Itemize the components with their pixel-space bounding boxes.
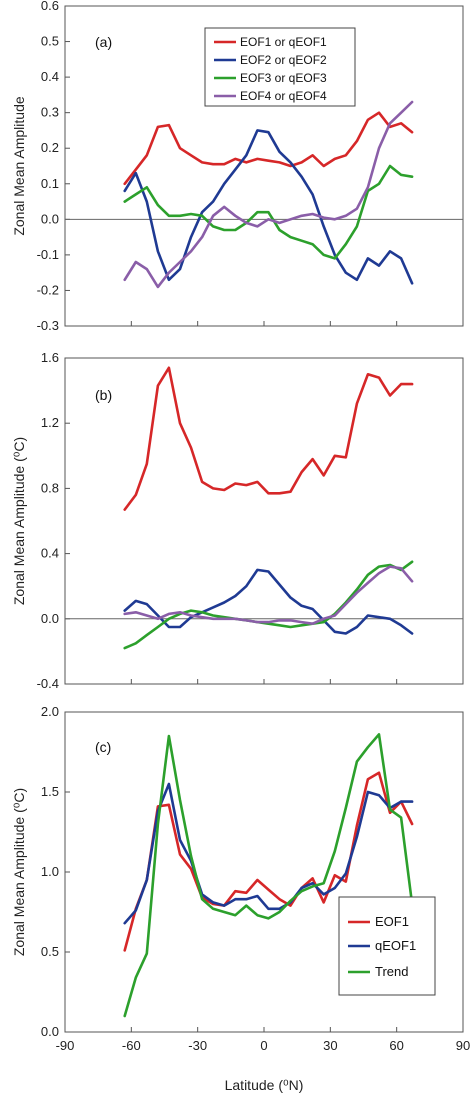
series-line (123, 366, 414, 511)
panel-label: (a) (95, 34, 112, 50)
panel-label: (c) (95, 739, 111, 755)
series-line (123, 164, 414, 260)
y-axis-label: Zonal Mean Amplitude (11, 96, 27, 236)
y-tick-label: 0.4 (41, 69, 59, 84)
y-tick-label: 0.1 (41, 176, 59, 191)
x-axis-label: Latitude (⁰N) (225, 1077, 304, 1093)
y-tick-label: -0.3 (37, 318, 59, 333)
series-group (65, 366, 463, 650)
legend-entry: qEOF1 (375, 938, 416, 953)
series-group (123, 733, 414, 1018)
plot-frame (64, 357, 464, 685)
legend-entry: EOF4 or qEOF4 (240, 89, 327, 103)
y-ticks: 0.0 0.5 1.0 1.5 2.0 (41, 704, 70, 1039)
series-line (123, 568, 414, 635)
y-ticks: -0.3 -0.2 -0.1 0.0 0.1 0.2 0.3 0.4 0.5 0.6 (37, 0, 464, 333)
y-tick-label: 0.0 (41, 211, 59, 226)
y-tick-label: 1.5 (41, 784, 59, 799)
x-tick-label: 0 (260, 1038, 267, 1053)
series-line (123, 565, 414, 626)
legend-entry: EOF1 or qEOF1 (240, 35, 327, 49)
y-tick-label: 0.0 (41, 1024, 59, 1039)
y-tick-label: 0.6 (41, 0, 59, 13)
y-tick-label: 0.5 (41, 944, 59, 959)
y-axis-label: Zonal Mean Amplitude (⁰C) (11, 788, 27, 956)
y-tick-label: 0.0 (41, 611, 59, 626)
y-tick-label: -0.2 (37, 282, 59, 297)
legend-entry: EOF1 (375, 914, 409, 929)
series-group (65, 100, 463, 289)
y-tick-label: 0.8 (41, 480, 59, 495)
legend: EOF1 qEOF1 Trend (338, 896, 436, 996)
y-tick-label: 0.5 (41, 34, 59, 49)
panel-c: (c) Zonal Mean Amplitude (⁰C) 0.0 0.5 1.0 1… (11, 704, 470, 1093)
series-line (123, 100, 414, 289)
y-tick-label: -0.1 (37, 247, 59, 262)
x-ticks: -90 -60 -30 0 30 60 90 (56, 1027, 470, 1053)
x-tick-label: 90 (456, 1038, 470, 1053)
legend-entry: EOF3 or qEOF3 (240, 71, 327, 85)
legend-entry: EOF2 or qEOF2 (240, 53, 327, 67)
series-line (123, 733, 414, 1018)
y-tick-label: 1.0 (41, 864, 59, 879)
panel-a: (a) Zonal Mean Amplitude -0.3 -0.2 -0.1 0.0… (11, 0, 464, 333)
series-line (123, 129, 414, 285)
x-tick-label: 60 (389, 1038, 403, 1053)
legend: EOF1 or qEOF1 EOF2 or qEOF2 EOF3 or qEOF… (204, 27, 356, 107)
y-tick-label: 0.3 (41, 105, 59, 120)
y-tick-label: 1.6 (41, 350, 59, 365)
y-tick-label: -0.4 (37, 676, 59, 691)
y-tick-label: 1.2 (41, 415, 59, 430)
series-line (123, 111, 414, 186)
series-line (123, 560, 414, 650)
x-tick-label: -30 (188, 1038, 207, 1053)
x-tick-label: -90 (56, 1038, 75, 1053)
panel-b: (b) Zonal Mean Amplitude (⁰C) -0.4 0.0 0.4… (11, 350, 464, 691)
legend-entry: Trend (375, 964, 408, 979)
y-tick-label: 0.4 (41, 546, 59, 561)
series-line (123, 771, 414, 952)
y-axis-label: Zonal Mean Amplitude (⁰C) (11, 437, 27, 605)
y-ticks: -0.4 0.0 0.4 0.8 1.2 1.6 (37, 350, 464, 691)
x-tick-label: -60 (122, 1038, 141, 1053)
y-tick-label: 2.0 (41, 704, 59, 719)
y-tick-label: 0.2 (41, 140, 59, 155)
x-tick-label: 30 (323, 1038, 337, 1053)
panel-label: (b) (95, 387, 112, 403)
series-line (123, 782, 414, 925)
